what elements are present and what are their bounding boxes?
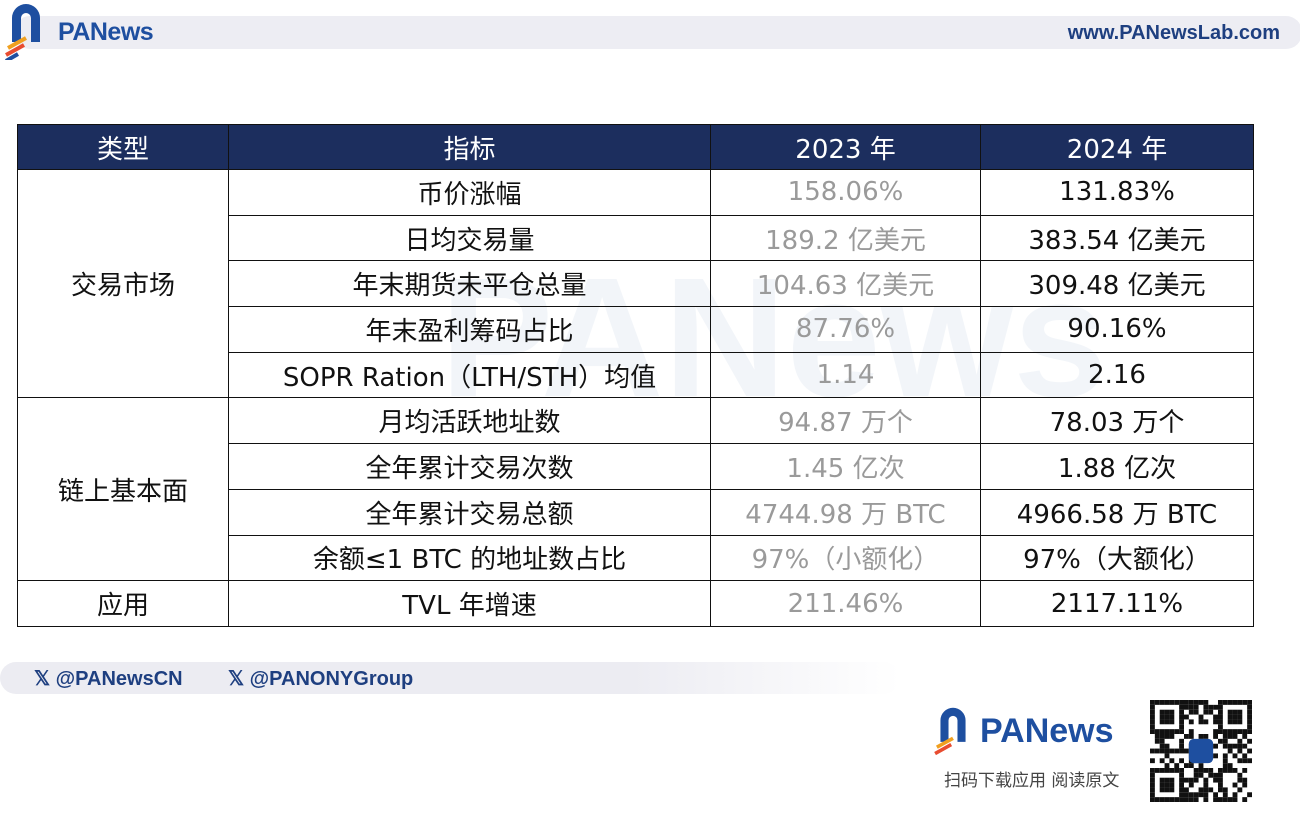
value-2023-cell: 1.14: [710, 351, 981, 399]
comparison-table: 类型 指标 2023 年 2024 年 交易市场 币价涨幅 158.06% 131.8…: [17, 124, 1254, 627]
table-row: 年末盈利筹码占比 87.76% 90.16%: [18, 306, 1254, 353]
brand-name: PANews: [58, 18, 154, 46]
value-2024-cell: 90.16%: [980, 306, 1254, 353]
metric-cell: 全年累计交易次数: [228, 443, 711, 490]
value-2024-cell: 78.03 万个: [980, 397, 1254, 445]
value-2023-cell: 158.06%: [710, 169, 981, 216]
metric-cell: 月均活跃地址数: [228, 397, 711, 445]
value-2023-cell: 97%（小额化）: [710, 534, 981, 582]
metric-cell: 年末盈利筹码占比: [228, 306, 711, 353]
metric-cell: TVL 年增速: [228, 580, 711, 627]
table-row: 全年累计交易次数 1.45 亿次 1.88 亿次: [18, 443, 1254, 490]
panews-logo-icon: [4, 4, 40, 60]
panews-logo-icon: [934, 707, 966, 756]
qr-code-icon[interactable]: [1150, 700, 1252, 802]
value-2024-cell: 131.83%: [980, 169, 1254, 216]
table-row: SOPR Ration（LTH/STH）均值 1.14 2.16: [18, 351, 1254, 399]
table-row: 日均交易量 189.2 亿美元 383.54 亿美元: [18, 214, 1254, 262]
metric-cell: 全年累计交易总额: [228, 488, 711, 536]
metric-cell: 日均交易量: [228, 214, 711, 262]
value-2024-cell: 309.48 亿美元: [980, 260, 1254, 308]
table-header-row: 类型 指标 2023 年 2024 年: [17, 124, 1254, 170]
social-x-panonygroup[interactable]: 𝕏 @PANONYGroup: [228, 668, 414, 690]
footer-brand: PANews: [980, 712, 1114, 750]
value-2024-cell: 2117.11%: [980, 580, 1254, 627]
site-url[interactable]: www.PANewsLab.com: [1067, 22, 1280, 44]
header-type: 类型: [17, 124, 229, 170]
value-2023-cell: 211.46%: [710, 580, 981, 627]
table-row: 余额≤1 BTC 的地址数占比 97%（小额化） 97%（大额化）: [18, 534, 1254, 582]
metric-cell: 年末期货未平仓总量: [228, 260, 711, 308]
social-x-panewscn[interactable]: 𝕏 @PANewsCN: [34, 668, 183, 690]
metric-cell: 余额≤1 BTC 的地址数占比: [228, 534, 711, 582]
footer-bar: [0, 662, 900, 694]
value-2024-cell: 2.16: [980, 351, 1254, 399]
category-cell: 应用: [17, 580, 229, 627]
value-2024-cell: 97%（大额化）: [980, 534, 1254, 582]
x-icon: 𝕏: [34, 668, 56, 690]
value-2023-cell: 87.76%: [710, 306, 981, 353]
header-2023: 2023 年: [710, 124, 981, 170]
value-2024-cell: 383.54 亿美元: [980, 214, 1254, 262]
table-row: 全年累计交易总额 4744.98 万 BTC 4966.58 万 BTC: [18, 488, 1254, 536]
value-2024-cell: 4966.58 万 BTC: [980, 488, 1254, 536]
scan-text: 扫码下载应用 阅读原文: [944, 771, 1120, 791]
table-row: 应用 TVL 年增速 211.46% 2117.11%: [17, 580, 1254, 627]
table-row: 链上基本面 月均活跃地址数 94.87 万个 78.03 万个: [17, 397, 1254, 582]
metric-cell: 币价涨幅: [228, 169, 711, 216]
value-2023-cell: 4744.98 万 BTC: [710, 488, 981, 536]
metric-cell: SOPR Ration（LTH/STH）均值: [228, 351, 711, 399]
value-2023-cell: 189.2 亿美元: [710, 214, 981, 262]
header-2024: 2024 年: [980, 124, 1254, 170]
value-2023-cell: 1.45 亿次: [710, 443, 981, 490]
value-2023-cell: 94.87 万个: [710, 397, 981, 445]
value-2023-cell: 104.63 亿美元: [710, 260, 981, 308]
table-row: 年末期货未平仓总量 104.63 亿美元 309.48 亿美元: [18, 260, 1254, 308]
header-bar: [14, 16, 1300, 49]
category-cell: 链上基本面: [17, 397, 229, 582]
x-icon: 𝕏: [228, 668, 250, 690]
value-2024-cell: 1.88 亿次: [980, 443, 1254, 490]
table-row: 交易市场 币价涨幅 158.06% 131.83%: [17, 168, 1254, 399]
header-metric: 指标: [228, 124, 711, 170]
category-cell: 交易市场: [17, 168, 229, 399]
